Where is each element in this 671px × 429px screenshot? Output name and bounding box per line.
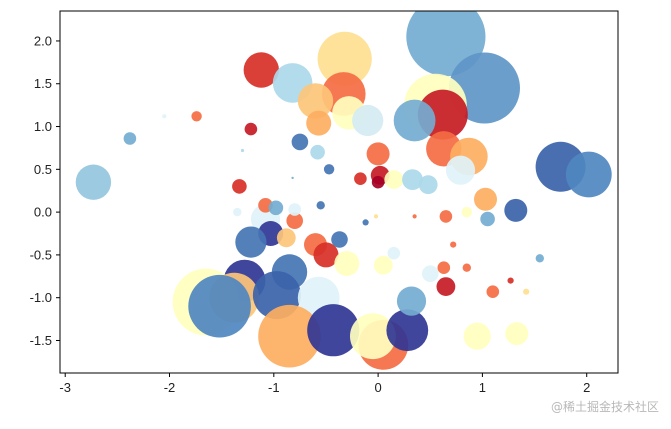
x-tick-label: -3 — [59, 380, 71, 395]
data-point-33 — [504, 198, 528, 222]
data-point-77 — [362, 219, 369, 226]
data-point-18 — [310, 144, 325, 160]
data-point-57 — [350, 313, 396, 360]
data-point-58 — [386, 309, 429, 352]
data-point-37 — [276, 228, 296, 248]
data-point-13 — [244, 122, 258, 136]
y-tick-label: -1.5 — [30, 333, 52, 348]
data-point-82 — [291, 176, 294, 180]
data-point-36 — [235, 226, 267, 258]
data-point-15 — [123, 132, 137, 145]
y-tick-label: 2.0 — [34, 33, 52, 48]
data-point-83 — [240, 148, 245, 153]
data-point-79 — [412, 214, 417, 219]
data-point-27 — [323, 164, 335, 175]
data-point-64 — [523, 288, 530, 295]
y-tick-label: 0.0 — [34, 205, 52, 220]
data-point-30 — [402, 169, 423, 191]
data-point-8 — [352, 104, 384, 137]
data-point-25 — [75, 164, 112, 200]
data-points — [75, 11, 612, 370]
data-point-12 — [306, 110, 332, 136]
data-point-6 — [297, 83, 334, 119]
data-point-60 — [463, 322, 491, 350]
y-axis: -1.5 -1.0 -0.5 0.0 0.5 1.0 1.5 2.0 — [30, 33, 60, 348]
y-tick-label: 0.5 — [34, 162, 52, 177]
data-point-80 — [450, 241, 457, 248]
data-point-11 — [393, 99, 436, 142]
data-point-45 — [437, 261, 451, 275]
x-tick-label: -2 — [164, 380, 176, 395]
data-point-40 — [313, 242, 339, 268]
data-point-42 — [334, 251, 360, 276]
x-tick-label: 0 — [374, 380, 381, 395]
data-point-16 — [162, 114, 167, 119]
x-tick-label: 2 — [583, 380, 590, 395]
data-point-44 — [422, 265, 439, 283]
data-point-75 — [233, 207, 242, 217]
watermark: @稀土掘金技术社区 — [550, 400, 659, 414]
data-point-14 — [191, 111, 202, 122]
data-point-71 — [354, 172, 367, 185]
data-point-67 — [480, 211, 495, 227]
data-point-3 — [243, 52, 279, 88]
data-point-65 — [507, 277, 514, 284]
data-point-63 — [535, 254, 544, 263]
data-point-22 — [445, 155, 476, 185]
data-point-76 — [288, 203, 302, 216]
x-tick-label: -1 — [268, 380, 280, 395]
data-point-32 — [474, 187, 497, 211]
y-tick-label: 1.5 — [34, 76, 52, 91]
data-point-24 — [565, 151, 612, 198]
data-point-41 — [331, 231, 348, 248]
data-point-43 — [373, 255, 393, 275]
data-point-81 — [387, 246, 401, 260]
data-point-31 — [418, 175, 438, 195]
y-tick-label: -1.0 — [30, 290, 52, 305]
data-point-59 — [396, 286, 427, 316]
data-point-74 — [268, 200, 284, 216]
data-point-38 — [286, 212, 304, 229]
data-point-61 — [505, 322, 529, 346]
data-point-62 — [486, 285, 500, 299]
data-point-51 — [188, 274, 251, 338]
data-point-66 — [462, 263, 471, 272]
data-point-54 — [258, 304, 321, 368]
data-point-55 — [307, 304, 360, 357]
x-tick-label: 1 — [479, 380, 486, 395]
data-point-69 — [461, 206, 472, 218]
data-point-68 — [439, 210, 453, 223]
plot-frame — [59, 10, 619, 374]
data-point-70 — [371, 175, 385, 189]
data-point-29 — [384, 170, 404, 190]
data-point-19 — [366, 142, 390, 166]
y-tick-label: -0.5 — [30, 247, 52, 262]
x-axis: -3 -2 -1 0 1 2 — [59, 373, 590, 395]
y-tick-label: 1.0 — [34, 119, 52, 134]
data-point-17 — [291, 133, 309, 151]
data-point-46 — [436, 277, 456, 296]
data-point-2 — [317, 31, 372, 86]
data-point-26 — [232, 179, 247, 194]
data-point-72 — [316, 201, 325, 210]
data-point-78 — [373, 214, 379, 219]
